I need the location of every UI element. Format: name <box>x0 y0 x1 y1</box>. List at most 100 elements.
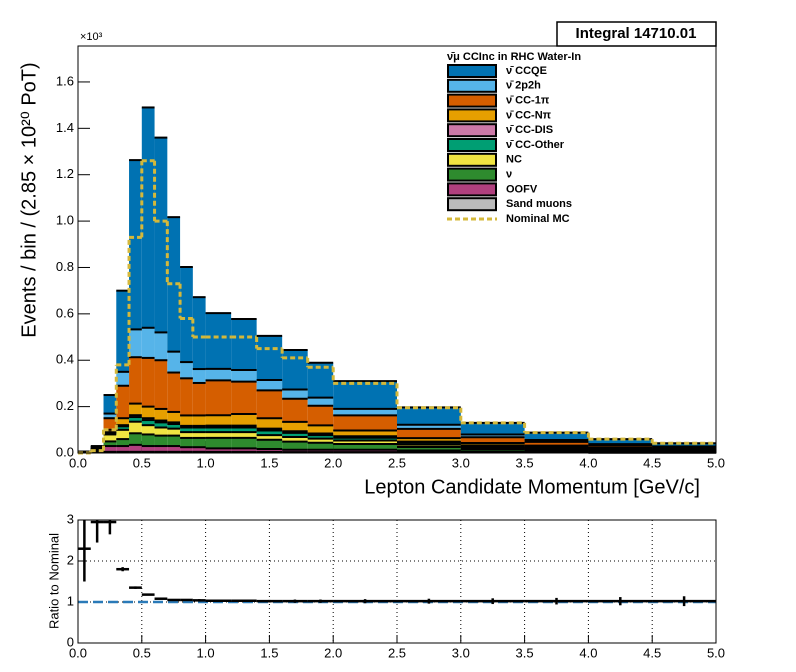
stack-segment <box>103 441 117 447</box>
x-axis-label: Lepton Candidate Momentum [GeV/c] <box>364 476 700 498</box>
x-tick-label: 3.5 <box>516 455 534 470</box>
stack-segment <box>256 435 283 440</box>
stack-segment <box>116 446 130 452</box>
stack-segment <box>116 418 130 426</box>
x-tick-label: 3.0 <box>452 645 470 660</box>
stack-segment <box>167 411 181 423</box>
stack-segment <box>307 425 334 434</box>
x-tick-label: 3.0 <box>452 455 470 470</box>
stack-segment <box>333 430 397 437</box>
stack-segment <box>116 290 130 372</box>
stack-segment <box>460 422 525 435</box>
stack-segment <box>116 439 130 447</box>
stack-segment <box>205 448 232 452</box>
stack-segment <box>129 357 142 404</box>
stack-segment <box>256 418 283 429</box>
stack-segment <box>231 369 257 382</box>
stack-segment <box>192 447 206 452</box>
stack-segment <box>307 449 334 453</box>
stack-segment <box>192 369 206 383</box>
x-tick-label: 2.5 <box>388 455 406 470</box>
y-tick-label: 0.6 <box>56 305 74 320</box>
stack-segment <box>231 381 257 415</box>
stack-segment <box>103 395 117 414</box>
stack-segment <box>129 403 142 416</box>
stack-segment <box>116 385 130 419</box>
legend-swatch <box>447 108 497 123</box>
stack-segment <box>524 441 589 446</box>
y-tick-label: 0.8 <box>56 259 74 274</box>
stack-segment <box>205 368 232 381</box>
legend-label: ν̄ CC-Other <box>506 139 565 151</box>
legend-swatch <box>447 123 497 138</box>
stack-segment <box>129 417 142 422</box>
stack-segment <box>282 441 308 450</box>
stack-segment <box>167 435 181 447</box>
stack-segment <box>205 313 232 369</box>
stack-segment <box>180 427 193 433</box>
y-tick-label: 1.4 <box>56 120 74 135</box>
stack-segment <box>192 382 206 416</box>
legend-swatch <box>447 197 497 212</box>
stack-segment <box>205 432 232 438</box>
stack-segment <box>141 446 155 452</box>
stack-segment <box>231 318 257 370</box>
legend-label: Sand muons <box>506 198 572 210</box>
x-tick-label: 1.0 <box>197 455 215 470</box>
legend-label: Nominal MC <box>506 213 570 225</box>
stack-segment <box>103 429 117 433</box>
stack-segment <box>103 434 117 442</box>
stack-segment <box>167 351 181 373</box>
ratio-y-label: Ratio to Nominal <box>46 533 61 629</box>
stack-segment <box>192 415 206 426</box>
stack-segment <box>192 432 206 438</box>
stack-segment <box>397 428 461 439</box>
legend-swatch <box>447 182 497 197</box>
legend-label: ν̄ CC-Nπ <box>506 109 552 121</box>
stack-segment <box>333 440 397 444</box>
y-tick-label: 0 <box>67 634 74 649</box>
stack-segment <box>167 428 181 436</box>
stack-segment <box>167 424 181 429</box>
plot-frame <box>77 519 717 644</box>
stack-segment <box>397 446 461 451</box>
stack-segment <box>154 408 168 421</box>
legend-title: ν̄μ CCInc in RHC Water-In <box>447 51 581 63</box>
stack-segment <box>282 449 308 453</box>
stack-segment <box>256 390 283 419</box>
stack-segment <box>307 397 334 406</box>
stack-segment <box>141 107 155 328</box>
x-tick-label: 1.5 <box>260 455 278 470</box>
legend-swatch <box>447 167 497 182</box>
legend-swatch <box>447 138 497 152</box>
stack-segment <box>307 435 334 439</box>
stack-segment <box>231 414 257 426</box>
stack-segment <box>397 444 461 447</box>
y-tick-label: 1.6 <box>56 73 74 88</box>
stack-segment <box>154 435 168 447</box>
y-tick-label: 1.0 <box>56 213 74 228</box>
stack-segment <box>524 432 589 441</box>
integral-box <box>556 21 717 47</box>
stack-segment <box>167 217 181 352</box>
stack-segment <box>333 415 397 431</box>
stack-segment <box>180 362 193 379</box>
stack-segment <box>231 432 257 438</box>
stack-segment <box>256 379 283 391</box>
legend-label: NC <box>506 154 522 166</box>
stack-segment <box>154 427 168 436</box>
legend-swatch <box>447 78 497 93</box>
stack-segment <box>180 267 193 363</box>
stack-segment <box>397 407 461 425</box>
x-tick-label: 1.0 <box>197 645 215 660</box>
stack-segment <box>192 297 206 370</box>
legend-label: ν̄ CCQE <box>506 65 547 77</box>
stack-segment <box>180 447 193 452</box>
x-tick-label: 4.0 <box>579 645 597 660</box>
y-axis-label: Events / bin / (2.85 × 10²⁰ PoT) <box>18 62 40 337</box>
stack-segment <box>167 446 181 452</box>
stack-segment <box>116 371 130 386</box>
legend-label: ν <box>506 169 512 181</box>
stack-segment <box>180 432 193 438</box>
stack-segment <box>256 335 283 380</box>
